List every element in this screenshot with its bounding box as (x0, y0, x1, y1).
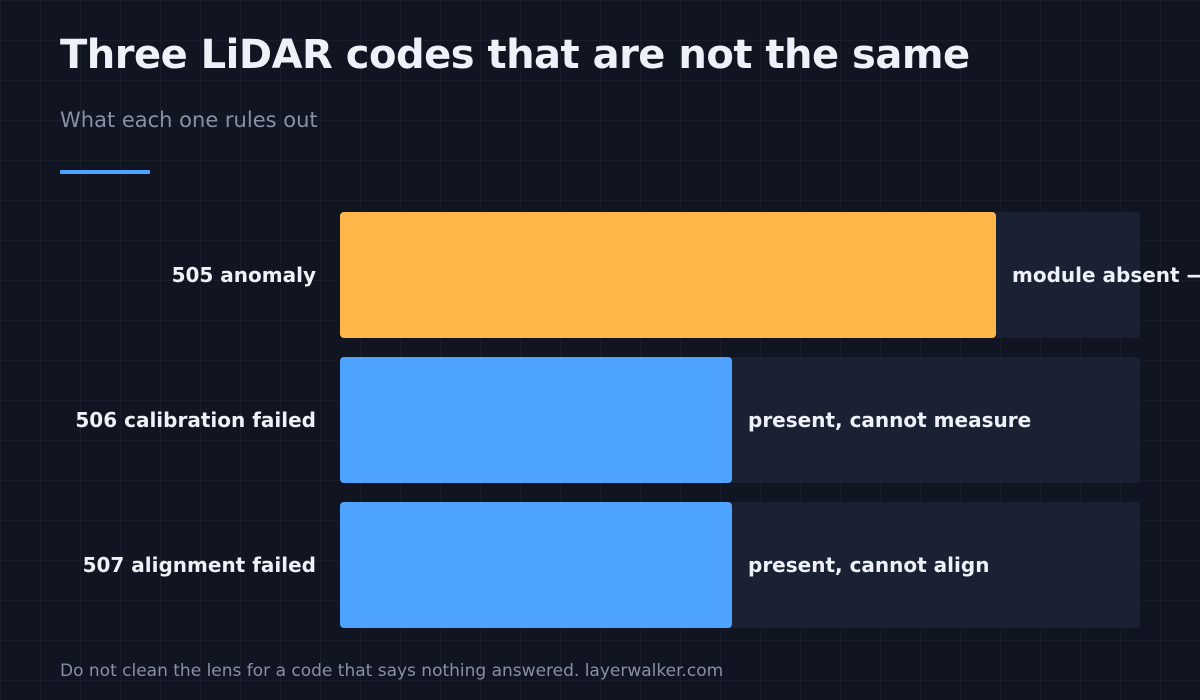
bar-value-label: present, cannot align (748, 553, 990, 577)
bar (340, 502, 732, 628)
bar (340, 357, 732, 483)
bar-value-label: module absent — (1012, 263, 1200, 287)
footer-note: Do not clean the lens for a code that sa… (60, 661, 724, 681)
row-label: 507 alignment failed (82, 553, 316, 577)
row-label: 506 calibration failed (75, 408, 316, 432)
bar (340, 212, 996, 338)
bar-value-label: present, cannot measure (748, 408, 1032, 432)
chart-subtitle: What each one rules out (60, 108, 318, 132)
accent-rule (60, 170, 150, 174)
row-label: 505 anomaly (171, 263, 316, 287)
chart-title: Three LiDAR codes that are not the same (60, 32, 970, 78)
